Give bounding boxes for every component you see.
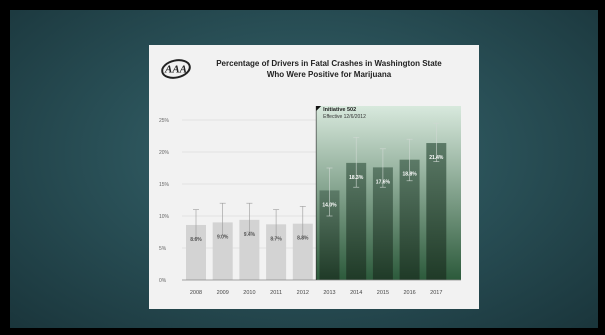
x-tick-label: 2017 — [430, 290, 442, 296]
bar — [292, 223, 313, 280]
data-label: 18.3% — [349, 175, 364, 181]
x-tick-label: 2010 — [243, 290, 255, 296]
y-tick-label: 5% — [159, 246, 167, 252]
data-label: 9.0% — [217, 234, 229, 240]
x-tick-label: 2009 — [217, 290, 229, 296]
y-tick-label: 20% — [159, 150, 170, 156]
data-label: 8.8% — [297, 236, 309, 242]
chart-panel: AAA Percentage of Drivers in Fatal Crash… — [149, 45, 479, 309]
bar — [319, 190, 340, 280]
x-tick-label: 2013 — [323, 290, 335, 296]
x-tick-label: 2014 — [350, 290, 362, 296]
data-label: 21.4% — [429, 155, 444, 161]
bar — [426, 143, 447, 280]
bar — [239, 219, 260, 280]
x-tick-label: 2011 — [270, 290, 282, 296]
y-tick-label: 0% — [159, 278, 167, 284]
initiative-title: Initiative 502 — [323, 107, 356, 113]
initiative-subtitle: Effective 12/6/2012 — [323, 114, 366, 120]
bar — [346, 162, 367, 280]
bar — [372, 167, 393, 280]
bar — [186, 224, 206, 280]
data-label: 9.4% — [244, 232, 256, 238]
data-label: 8.6% — [190, 237, 202, 243]
bar-chart: 0% 5% 10% 15% 20% 25% 8.6% 2008 9.0% 2009 9.4% 2010… — [159, 106, 461, 296]
bar — [212, 222, 233, 280]
x-tick-label: 2008 — [190, 290, 202, 296]
data-label: 18.8% — [403, 172, 418, 178]
y-tick-label: 10% — [159, 214, 170, 220]
x-tick-label: 2015 — [377, 290, 389, 296]
chart-title-line-1: Percentage of Drivers in Fatal Crashes i… — [216, 59, 442, 68]
slide-background: AAA Percentage of Drivers in Fatal Crash… — [10, 10, 598, 328]
data-label: 14.0% — [322, 202, 337, 208]
bar — [266, 224, 287, 280]
bar — [399, 159, 420, 280]
x-tick-label: 2016 — [403, 290, 415, 296]
x-tick-label: 2012 — [297, 290, 309, 296]
aaa-logo-text: AAA — [164, 64, 187, 76]
data-label: 17.6% — [376, 179, 391, 185]
initiative-flag-icon — [316, 106, 322, 111]
y-tick-label: 25% — [159, 118, 170, 124]
chart-title-line-2: Who Were Positive for Marijuana — [266, 70, 392, 79]
data-label: 8.7% — [270, 236, 282, 242]
aaa-logo: AAA — [161, 59, 191, 79]
y-tick-label: 15% — [159, 182, 170, 188]
